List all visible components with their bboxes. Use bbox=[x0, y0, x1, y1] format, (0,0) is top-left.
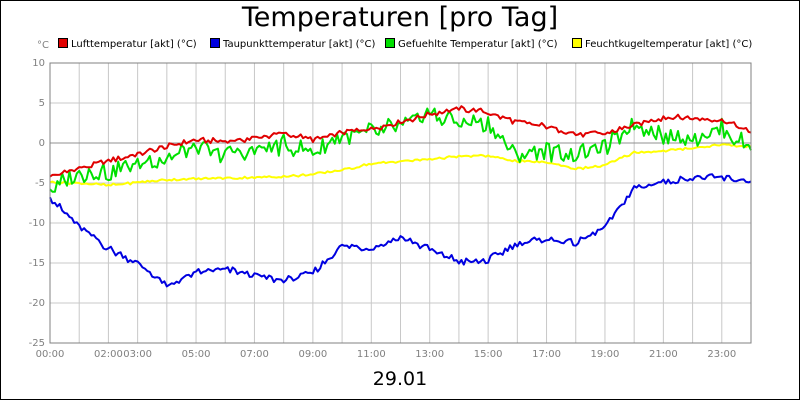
series-lines bbox=[49, 105, 752, 288]
legend-swatch-taupunkttemperatur bbox=[210, 38, 220, 48]
legend-label-feuchtkugeltemperatur: Feuchtkugeltemperatur [akt] (°C) bbox=[585, 39, 753, 50]
legend-label-gefuehlte-temperatur: Gefuehlte Temperatur [akt] (°C) bbox=[398, 39, 558, 50]
legend-swatch-feuchtkugeltemperatur bbox=[572, 38, 582, 48]
x-tick-label: 19:00 bbox=[591, 349, 620, 360]
y-tick-label: -5 bbox=[35, 178, 45, 189]
x-tick-label: 13:00 bbox=[415, 349, 444, 360]
y-tick-label: -15 bbox=[29, 258, 45, 269]
x-tick-label: 07:00 bbox=[240, 349, 269, 360]
legend-entry-lufttemperatur: Lufttemperatur [akt] (°C) bbox=[58, 38, 197, 50]
plot-border bbox=[49, 62, 752, 344]
y-tick-label: -20 bbox=[29, 298, 45, 309]
y-tick-label: -10 bbox=[29, 218, 45, 229]
x-tick-label: 03:00 bbox=[123, 349, 152, 360]
legend-entry-gefuehlte-temperatur: Gefuehlte Temperatur [akt] (°C) bbox=[385, 38, 557, 50]
y-tick-label: 10 bbox=[32, 58, 45, 69]
legend-swatch-lufttemperatur bbox=[58, 38, 68, 48]
legend-swatch-gefuehlte-temperatur bbox=[385, 38, 395, 48]
legend-label-taupunkttemperatur: Taupunkttemperatur [akt] (°C) bbox=[223, 39, 376, 50]
y-axis-ticks: 10 5 0 -5 -10 -15 -20 -25 bbox=[29, 58, 45, 349]
x-axis-ticks: 00:00 02:00 03:00 05:00 07:00 09:00 11:00 13:00… bbox=[36, 349, 737, 360]
x-tick-label: 15:00 bbox=[474, 349, 503, 360]
x-tick-label: 00:00 bbox=[36, 349, 65, 360]
y-tick-label: 0 bbox=[39, 138, 45, 149]
y-unit-label: °C bbox=[37, 40, 49, 51]
chart-title: Temperaturen [pro Tag] bbox=[241, 2, 559, 33]
date-label: 29.01 bbox=[372, 368, 428, 390]
legend-entry-feuchtkugeltemperatur: Feuchtkugeltemperatur [akt] (°C) bbox=[572, 38, 752, 50]
series-line-taupunkttemperatur bbox=[49, 173, 752, 288]
x-tick-label: 02:00 bbox=[94, 349, 123, 360]
legend-label-lufttemperatur: Lufttemperatur [akt] (°C) bbox=[71, 39, 197, 50]
x-tick-label: 05:00 bbox=[182, 349, 211, 360]
series-line-feuchtkugeltemperatur bbox=[49, 143, 752, 187]
y-tick-label: -25 bbox=[29, 338, 45, 349]
y-tick-label: 5 bbox=[39, 98, 45, 109]
x-tick-label: 23:00 bbox=[707, 349, 736, 360]
x-tick-label: 17:00 bbox=[532, 349, 561, 360]
x-tick-label: 11:00 bbox=[357, 349, 386, 360]
x-tick-label: 09:00 bbox=[298, 349, 327, 360]
series-line-lufttemperatur bbox=[49, 105, 752, 178]
legend-entry-taupunkttemperatur: Taupunkttemperatur [akt] (°C) bbox=[210, 38, 375, 50]
x-tick-label: 21:00 bbox=[649, 349, 678, 360]
